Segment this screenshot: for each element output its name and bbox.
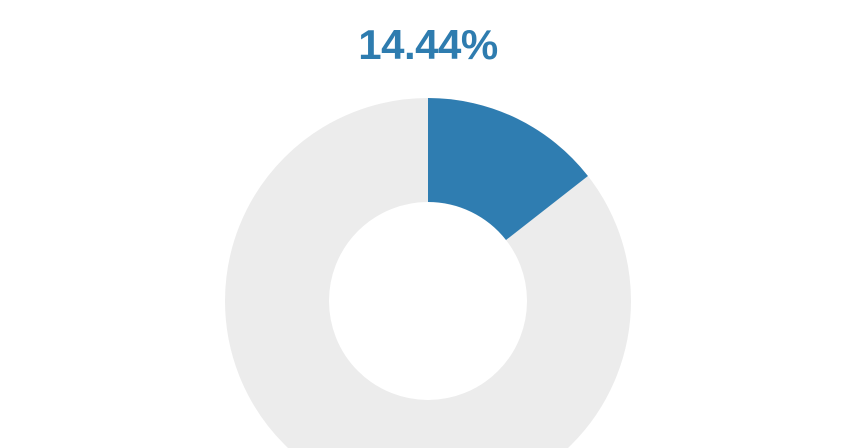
chart-title: 14.44% [358,21,498,68]
donut-slice-value[interactable] [428,98,588,241]
